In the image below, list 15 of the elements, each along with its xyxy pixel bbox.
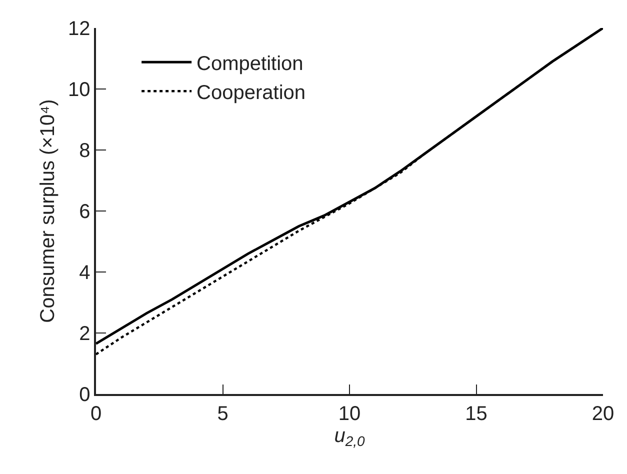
y-tick-label: 10 <box>68 79 90 101</box>
y-axis-title: Consumer surplus (×10⁴) <box>37 99 59 323</box>
y-tick-label: 4 <box>79 262 90 284</box>
y-tick-label: 8 <box>79 140 90 162</box>
legend-label: Competition <box>196 52 304 75</box>
x-tick-label: 5 <box>217 402 228 425</box>
legend-label: Cooperation <box>196 82 306 104</box>
x-axis-title: u$_{2,0}$ <box>334 424 366 449</box>
x-tick-label: 20 <box>592 402 614 425</box>
y-tick-label: 2 <box>79 323 90 345</box>
y-tick-label: 0 <box>79 384 90 406</box>
x-tick-label: 15 <box>465 402 488 425</box>
y-tick-label: 6 <box>79 201 90 223</box>
y-tick-label: 12 <box>68 18 90 40</box>
x-tick-label: 10 <box>338 402 361 425</box>
